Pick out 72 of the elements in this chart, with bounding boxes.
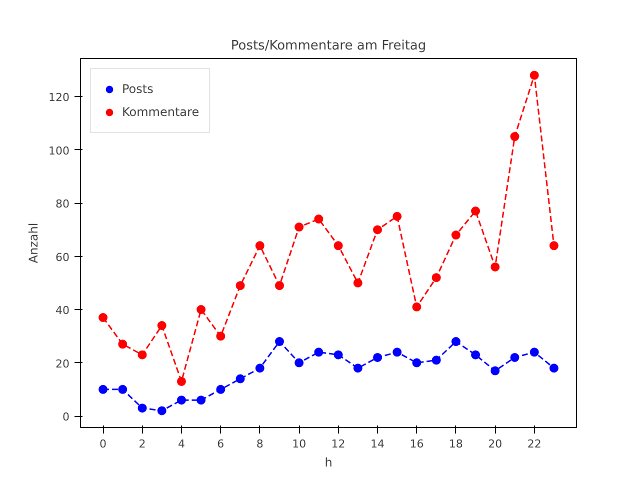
- point: [510, 132, 520, 141]
- point: [314, 214, 324, 224]
- x-tick-label: 2: [138, 438, 146, 450]
- y-tick-label: 40: [56, 304, 70, 318]
- x-tick-label: 14: [370, 438, 385, 450]
- point: [412, 358, 422, 368]
- x-tick-label: 12: [331, 438, 346, 450]
- point: [490, 366, 500, 376]
- point: [471, 350, 480, 360]
- point: [274, 281, 284, 290]
- y-axis-title: Anzahl: [26, 222, 41, 264]
- point: [157, 321, 166, 330]
- legend-label: Posts: [122, 82, 154, 96]
- point: [432, 356, 441, 365]
- point: [451, 337, 460, 346]
- point: [98, 313, 108, 322]
- point: [373, 225, 382, 234]
- point: [216, 332, 226, 341]
- point: [510, 352, 520, 362]
- point: [176, 396, 186, 405]
- point: [432, 273, 441, 282]
- y-tick-label: 100: [48, 144, 70, 158]
- point: [138, 404, 147, 413]
- point: [353, 364, 362, 373]
- point: [236, 374, 245, 384]
- point: [549, 241, 558, 250]
- point: [412, 302, 422, 312]
- point: [549, 364, 558, 373]
- point: [138, 350, 147, 360]
- x-tick-label: 20: [488, 438, 502, 450]
- x-axis-title: h: [324, 456, 332, 470]
- point: [255, 241, 264, 250]
- x-tick-label: 4: [178, 438, 185, 450]
- y-tick-label: 60: [56, 250, 70, 264]
- x-tick-label: 22: [527, 438, 542, 450]
- y-tick-label: 80: [56, 198, 70, 211]
- point: [196, 396, 206, 405]
- point: [196, 305, 206, 314]
- point: [118, 340, 128, 349]
- point: [471, 206, 480, 216]
- point: [334, 350, 343, 360]
- point: [216, 384, 226, 394]
- point: [392, 348, 402, 357]
- y-tick-label: 120: [48, 91, 70, 104]
- x-tick-label: 0: [100, 438, 107, 450]
- point: [353, 278, 362, 288]
- point: [157, 406, 166, 416]
- point: [274, 337, 284, 346]
- point: [530, 70, 539, 80]
- point: [236, 281, 245, 290]
- point: [530, 348, 539, 357]
- y-tick-label: 20: [56, 357, 70, 370]
- y-tick-label: 0: [62, 410, 70, 424]
- x-tick-label: 8: [256, 438, 264, 450]
- point: [98, 384, 108, 394]
- point: [118, 384, 128, 394]
- point: [294, 358, 304, 368]
- point: [392, 212, 402, 221]
- x-tick-label: 6: [217, 438, 224, 450]
- point: [490, 262, 500, 272]
- chart-title: Posts/Kommentare am Freitag: [230, 38, 426, 54]
- point: [255, 364, 264, 373]
- x-tick-label: 16: [410, 438, 424, 450]
- point: [373, 352, 382, 362]
- point: [314, 348, 324, 357]
- x-tick-label: 10: [292, 438, 306, 450]
- point: [176, 376, 186, 386]
- x-tick-label: 18: [448, 438, 463, 450]
- point: [334, 241, 343, 250]
- legend-label: Kommentare: [122, 105, 200, 119]
- point: [451, 230, 460, 240]
- point: [294, 222, 304, 232]
